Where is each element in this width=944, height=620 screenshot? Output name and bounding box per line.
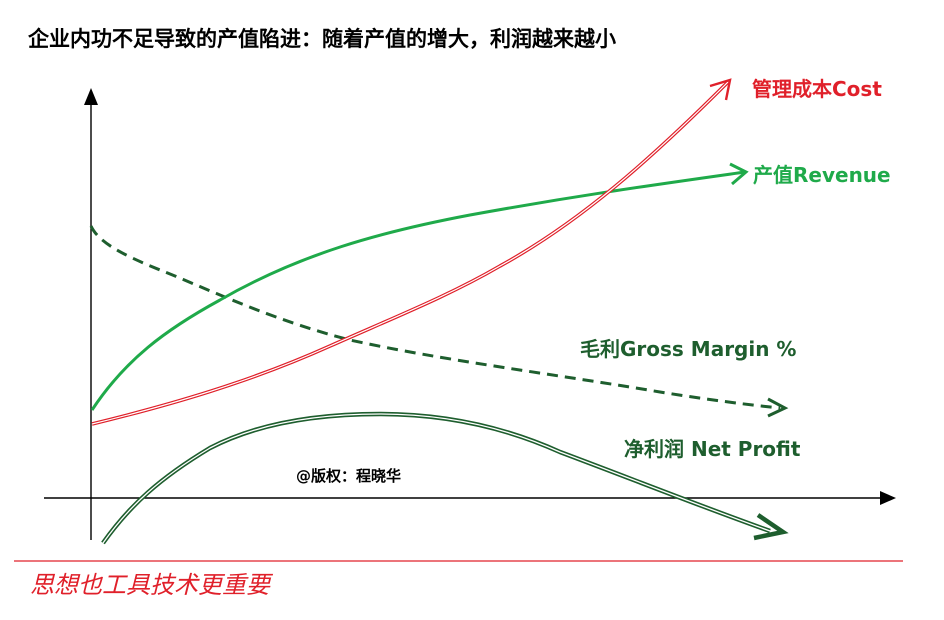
net-profit-label: 净利润 Net Profit bbox=[624, 437, 801, 461]
gross-margin-curve bbox=[89, 225, 789, 418]
net-profit-curve bbox=[101, 411, 789, 545]
handwritten-note: 思想也工具技术更重要 bbox=[30, 571, 274, 599]
y-axis-arrow-icon bbox=[84, 88, 98, 105]
net-profit-line-inner bbox=[102, 413, 771, 544]
cost-label: 管理成本Cost bbox=[752, 77, 882, 101]
cost-arrow-icon bbox=[709, 78, 732, 101]
net-profit-line-outer bbox=[101, 411, 771, 545]
revenue-curve bbox=[90, 162, 749, 411]
cost-line-outer bbox=[91, 80, 730, 426]
x-axis-arrow-icon bbox=[880, 491, 896, 505]
gross-margin-arrow-icon bbox=[767, 397, 789, 418]
diagram-title: 企业内功不足导致的产值陷进：随着产值的增大，利润越来越小 bbox=[27, 26, 616, 51]
gross-margin-label: 毛利Gross Margin % bbox=[580, 337, 796, 361]
revenue-line bbox=[90, 170, 746, 411]
cost-line-inner bbox=[91, 81, 729, 425]
net-profit-arrow-icon bbox=[753, 513, 789, 541]
revenue-label: 产值Revenue bbox=[753, 163, 891, 187]
gross-margin-line bbox=[89, 225, 781, 410]
revenue-arrow-icon bbox=[729, 162, 749, 186]
cost-curve bbox=[91, 78, 732, 426]
copyright-text: @版权：程晓华 bbox=[296, 467, 401, 485]
axes bbox=[44, 88, 896, 540]
